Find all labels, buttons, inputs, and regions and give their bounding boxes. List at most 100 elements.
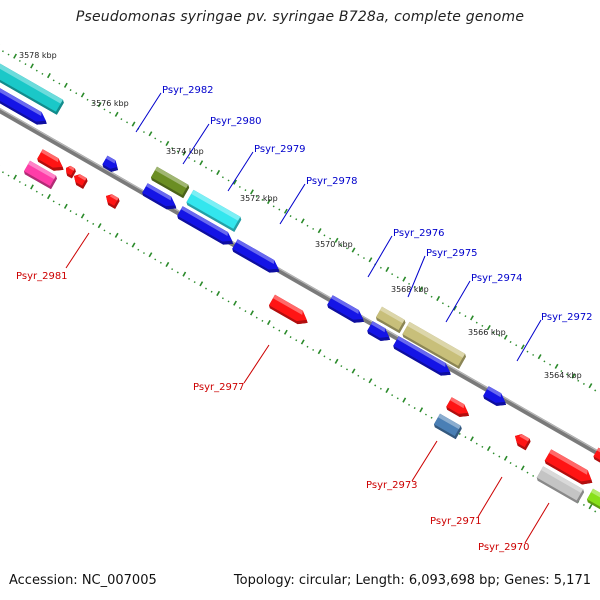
tick-mark: [424, 292, 427, 295]
tick-mark: [520, 344, 525, 350]
tick-mark: [486, 324, 491, 331]
gene-feature[interactable]: [393, 336, 451, 376]
tick-mark: [357, 253, 360, 256]
tick-mark: [278, 329, 281, 332]
tick-mark: [368, 257, 373, 263]
tick-mark: [30, 184, 34, 190]
tick-mark: [24, 63, 27, 66]
gene-feature[interactable]: [37, 149, 64, 171]
tick-mark: [323, 355, 326, 358]
tick-mark: [13, 174, 17, 180]
tick-mark: [199, 160, 204, 166]
gene-feature[interactable]: [446, 397, 469, 417]
gene-feature[interactable]: [24, 160, 57, 190]
tick-mark: [470, 315, 474, 321]
gene-feature[interactable]: [515, 434, 531, 451]
tick-mark: [120, 118, 123, 121]
tick-mark: [182, 150, 187, 156]
tick-mark: [250, 310, 254, 316]
gene-label-psyr-2979[interactable]: Psyr_2979: [254, 144, 306, 155]
gene-feature[interactable]: [544, 449, 593, 485]
gene-feature[interactable]: [232, 239, 280, 273]
gene-label-psyr-2982[interactable]: Psyr_2982: [162, 85, 214, 96]
gene-label-psyr-2980[interactable]: Psyr_2980: [210, 116, 262, 127]
tick-mark: [334, 237, 339, 243]
gene-label-psyr-2975[interactable]: Psyr_2975: [426, 248, 478, 259]
tick-mark: [52, 200, 55, 203]
gene-feature[interactable]: [434, 413, 462, 440]
tick-mark: [571, 373, 576, 379]
tick-mark: [588, 504, 593, 510]
tick-mark: [537, 354, 542, 360]
gene-feature[interactable]: [402, 321, 466, 369]
tick-mark: [526, 350, 529, 353]
tick-mark: [126, 242, 129, 245]
tick-mark: [357, 374, 360, 377]
tick-mark: [413, 407, 416, 410]
tick-mark: [272, 205, 275, 208]
tick-mark: [58, 82, 61, 85]
gene-feature[interactable]: [142, 183, 177, 210]
gene-label-psyr-2974[interactable]: Psyr_2974: [471, 273, 523, 284]
scale-label: 3568 kbp: [391, 285, 429, 294]
tick-mark: [267, 320, 271, 326]
gene-feature[interactable]: [587, 488, 600, 512]
gene-feature[interactable]: [269, 294, 308, 325]
gene-label-psyr-2972[interactable]: Psyr_2972: [541, 312, 593, 323]
gene-feature[interactable]: [593, 447, 600, 464]
tick-mark: [351, 247, 356, 253]
gene-label-psyr-2973[interactable]: Psyr_2973: [366, 480, 418, 491]
tick-mark: [1, 50, 4, 53]
tick-mark: [300, 339, 305, 345]
tick-mark: [283, 208, 288, 214]
tick-mark: [351, 368, 356, 374]
tick-mark: [582, 503, 585, 506]
tick-mark: [481, 445, 484, 448]
gene-feature[interactable]: [0, 85, 47, 125]
tick-mark: [63, 82, 68, 88]
gene-feature[interactable]: [66, 165, 76, 179]
gene-label-psyr-2978[interactable]: Psyr_2978: [306, 176, 358, 187]
tick-mark: [210, 290, 213, 293]
gene-feature[interactable]: [186, 189, 242, 232]
tick-mark: [210, 169, 213, 172]
tick-mark: [526, 471, 529, 474]
tick-mark: [35, 190, 38, 193]
gene-feature[interactable]: [102, 155, 119, 172]
tick-mark: [385, 387, 390, 393]
tick-mark: [346, 368, 348, 371]
tick-mark: [267, 199, 271, 205]
tick-mark: [47, 194, 51, 200]
gene-feature[interactable]: [0, 60, 64, 115]
gene-feature[interactable]: [367, 321, 390, 341]
gene-label-psyr-2977[interactable]: Psyr_2977: [193, 382, 245, 393]
scale-label: 3576 kbp: [91, 99, 129, 108]
tick-mark: [492, 452, 495, 455]
gene-label-psyr-2971[interactable]: Psyr_2971: [430, 516, 482, 527]
tick-mark: [374, 384, 377, 387]
gene-feature[interactable]: [376, 306, 406, 334]
gene-feature[interactable]: [536, 466, 584, 504]
gene-feature[interactable]: [483, 386, 506, 406]
tick-mark: [244, 189, 247, 192]
tick-mark: [424, 413, 427, 416]
tick-mark: [261, 319, 264, 322]
gene-label-psyr-2981[interactable]: Psyr_2981: [16, 271, 68, 282]
map-title: Pseudomonas syringae pv. syringae B728a,…: [75, 9, 525, 25]
gene-feature[interactable]: [106, 194, 120, 209]
tick-mark: [481, 324, 484, 327]
gene-label-psyr-2976[interactable]: Psyr_2976: [393, 228, 445, 239]
gene-feature[interactable]: [177, 206, 233, 245]
gene-feature[interactable]: [327, 295, 364, 323]
tick-mark: [323, 234, 326, 237]
gene-feature[interactable]: [74, 174, 88, 189]
tick-mark: [346, 247, 348, 250]
gene-label-psyr-2970[interactable]: Psyr_2970: [478, 542, 530, 553]
tick-mark: [97, 223, 102, 229]
tick-mark: [7, 53, 10, 56]
tick-mark: [492, 331, 495, 334]
tick-mark: [24, 184, 27, 187]
gene-feature[interactable]: [151, 166, 190, 199]
tick-mark: [193, 160, 196, 163]
tick-mark: [391, 394, 394, 397]
